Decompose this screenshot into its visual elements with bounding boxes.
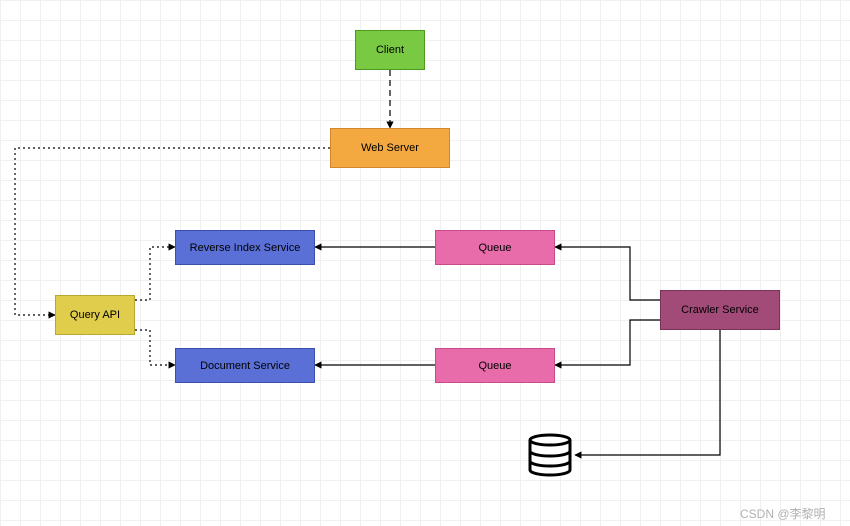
watermark-text: CSDN @李黎明	[740, 505, 826, 522]
node-label: Query API	[70, 309, 120, 321]
node-label: Document Service	[200, 360, 290, 372]
node-label: Queue	[478, 360, 511, 372]
node-queryapi: Query API	[55, 295, 135, 335]
edge-queryapi-revindex	[135, 247, 175, 300]
node-label: Crawler Service	[681, 304, 759, 316]
edge-queryapi-docsvc	[135, 330, 175, 365]
node-label: Reverse Index Service	[190, 242, 301, 254]
node-client: Client	[355, 30, 425, 70]
node-label: Client	[376, 44, 404, 56]
node-queue2: Queue	[435, 348, 555, 383]
node-queue1: Queue	[435, 230, 555, 265]
node-label: Web Server	[361, 142, 419, 154]
edges-layer	[0, 0, 850, 526]
edge-crawler-queue2	[555, 320, 660, 365]
edge-crawler-queue1	[555, 247, 660, 300]
node-label: Queue	[478, 242, 511, 254]
edge-crawler-db	[575, 330, 720, 455]
node-docsvc: Document Service	[175, 348, 315, 383]
node-revindex: Reverse Index Service	[175, 230, 315, 265]
node-crawler: Crawler Service	[660, 290, 780, 330]
database-icon	[530, 435, 570, 475]
node-webserver: Web Server	[330, 128, 450, 168]
